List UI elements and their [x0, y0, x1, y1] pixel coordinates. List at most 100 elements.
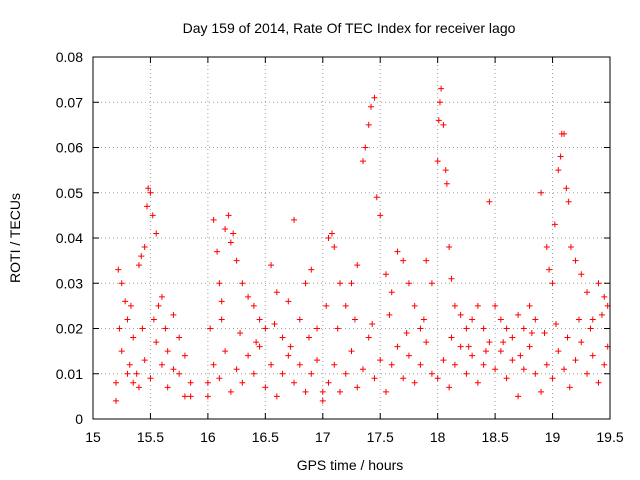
data-point	[319, 397, 326, 404]
x-tick-labels: 15 15.5 16 16.5 17 17.5 18 18.5 19 19.5	[85, 429, 624, 445]
data-point	[405, 352, 412, 359]
data-point	[440, 357, 447, 364]
data-point	[334, 325, 341, 332]
data-point	[145, 185, 152, 192]
y-tick-label: 0.08	[56, 49, 83, 65]
data-point	[239, 379, 246, 386]
data-point	[181, 352, 188, 359]
data-point	[314, 357, 321, 364]
data-point	[595, 379, 602, 386]
data-point	[517, 352, 524, 359]
data-point	[563, 185, 570, 192]
x-tick-label: 17.5	[367, 429, 394, 445]
data-point	[584, 289, 591, 296]
data-point	[271, 320, 278, 327]
data-point	[549, 375, 556, 382]
data-point	[543, 361, 550, 368]
data-point	[411, 302, 418, 309]
data-point	[210, 216, 217, 223]
data-point	[245, 352, 252, 359]
data-point	[216, 375, 223, 382]
data-point	[210, 361, 217, 368]
data-point	[589, 352, 596, 359]
data-point	[492, 302, 499, 309]
y-tick-labels: 0 0.01 0.02 0.03 0.04 0.05 0.06 0.07 0.08	[56, 49, 83, 427]
data-point	[323, 302, 330, 309]
data-point	[532, 370, 539, 377]
data-point	[115, 266, 122, 273]
data-point	[218, 316, 225, 323]
y-tick-label: 0	[75, 411, 83, 427]
y-tick-label: 0.03	[56, 275, 83, 291]
data-point	[116, 325, 123, 332]
data-point	[538, 388, 545, 395]
data-point	[561, 130, 568, 137]
y-tick-label: 0.04	[56, 230, 83, 246]
data-point	[368, 103, 375, 110]
data-point	[143, 203, 150, 210]
data-point	[127, 302, 134, 309]
data-point	[233, 366, 240, 373]
data-point	[469, 316, 476, 323]
data-point	[572, 257, 579, 264]
data-point	[434, 158, 441, 165]
data-point	[575, 316, 582, 323]
data-point	[308, 370, 315, 377]
x-tick-label: 18.5	[481, 429, 508, 445]
data-point	[204, 393, 211, 400]
data-point	[237, 330, 244, 337]
data-point	[305, 334, 312, 341]
data-point	[348, 348, 355, 355]
data-point	[141, 244, 148, 251]
data-point	[362, 144, 369, 151]
data-point	[216, 280, 223, 287]
data-point	[598, 311, 605, 318]
data-point	[122, 298, 129, 305]
x-tick-label: 19.5	[596, 429, 623, 445]
data-points	[112, 85, 611, 404]
x-tick-label: 15.5	[137, 429, 164, 445]
data-point	[589, 316, 596, 323]
data-point	[497, 316, 504, 323]
data-point	[218, 298, 225, 305]
data-point	[147, 189, 154, 196]
data-point	[133, 370, 140, 377]
data-point	[434, 375, 441, 382]
data-point	[126, 361, 133, 368]
data-point	[503, 325, 510, 332]
data-point	[400, 257, 407, 264]
data-point	[371, 375, 378, 382]
data-point	[423, 257, 430, 264]
data-point	[233, 257, 240, 264]
data-point	[308, 266, 315, 273]
data-point	[124, 316, 131, 323]
data-point	[207, 325, 214, 332]
data-point	[497, 348, 504, 355]
data-point	[149, 212, 156, 219]
data-point	[428, 370, 435, 377]
data-point	[170, 366, 177, 373]
x-tick-label: 15	[85, 429, 101, 445]
data-point	[187, 393, 194, 400]
data-point	[162, 325, 169, 332]
data-point	[382, 388, 389, 395]
data-point	[388, 361, 395, 368]
data-point	[500, 339, 507, 346]
data-point	[268, 361, 275, 368]
data-point	[130, 379, 137, 386]
data-point	[566, 384, 573, 391]
data-point	[405, 280, 412, 287]
data-point	[279, 334, 286, 341]
data-point	[112, 397, 119, 404]
y-tick-label: 0.02	[56, 321, 83, 337]
data-point	[386, 311, 393, 318]
data-point	[373, 194, 380, 201]
data-point	[230, 230, 237, 237]
data-point	[377, 212, 384, 219]
data-point	[118, 280, 125, 287]
data-point	[411, 379, 418, 386]
data-point	[584, 370, 591, 377]
data-point	[492, 366, 499, 373]
data-point	[354, 384, 361, 391]
data-point	[351, 316, 358, 323]
